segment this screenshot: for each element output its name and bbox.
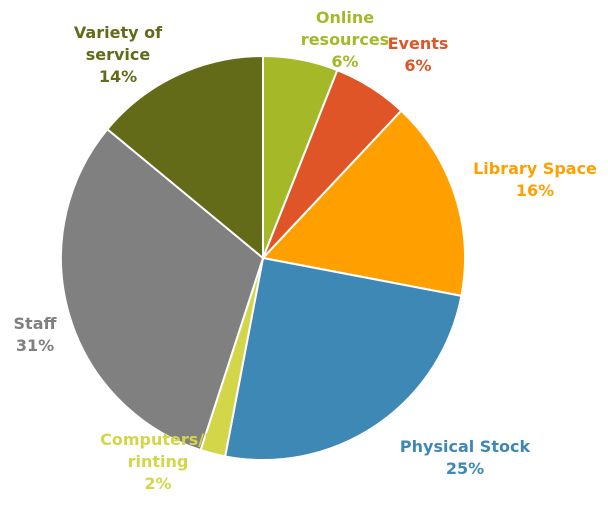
category-name: Events bbox=[387, 34, 449, 53]
slice-label: Physical Stock 25% bbox=[385, 436, 545, 480]
pie-slice bbox=[223, 256, 463, 461]
category-name: Staff bbox=[13, 314, 57, 333]
value-label: 6% bbox=[331, 52, 359, 71]
category-name: Variety of service bbox=[73, 23, 163, 64]
category-name: Computers/Printing bbox=[100, 430, 216, 471]
category-name: Online resources bbox=[300, 8, 390, 49]
slice-label: Variety of service 14% bbox=[63, 22, 173, 88]
value-label: 14% bbox=[98, 67, 138, 86]
category-name: Physical Stock bbox=[399, 437, 531, 456]
pie-slice bbox=[261, 109, 466, 298]
pie-slice bbox=[60, 127, 265, 452]
value-label: 6% bbox=[404, 56, 432, 75]
slice-label: Computers/Printing 2% bbox=[98, 429, 218, 495]
pie-slice bbox=[105, 54, 264, 261]
category-name: Library Space bbox=[473, 159, 597, 178]
slice-label: Events 6% bbox=[378, 33, 458, 77]
value-label: 31% bbox=[15, 336, 55, 355]
slice-label: Library Space 16% bbox=[460, 158, 608, 202]
value-label: 16% bbox=[515, 181, 555, 200]
value-label: 25% bbox=[445, 459, 485, 478]
value-label: 2% bbox=[144, 474, 172, 493]
slice-label: Online resources 6% bbox=[295, 7, 395, 73]
slice-label: Staff 31% bbox=[5, 313, 65, 357]
